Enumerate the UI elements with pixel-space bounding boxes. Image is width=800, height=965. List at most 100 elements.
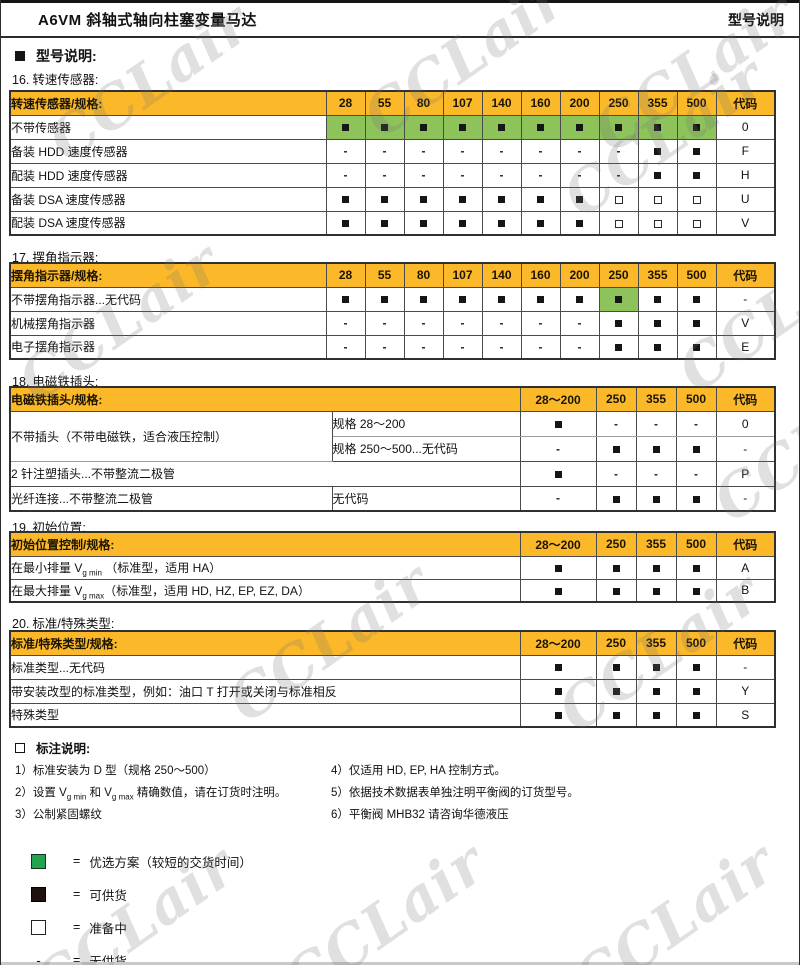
filled-square-icon bbox=[612, 564, 620, 572]
availability-cell bbox=[364, 186, 405, 212]
spec-table-16: 转速传感器/规格: 28 55 80 107 140 160 200 250 355 500 代码 不带… bbox=[9, 90, 776, 236]
filled-square-icon bbox=[654, 296, 661, 304]
filled-square-icon bbox=[692, 445, 700, 453]
availability-cell bbox=[595, 654, 637, 680]
code-cell: V bbox=[715, 310, 776, 336]
size-column-header: 355 bbox=[635, 386, 677, 412]
table-row: 在最小排量 Vg min （标准型，适用 HA） A bbox=[9, 555, 776, 580]
section-label: 20. 标准/特殊类型: bbox=[12, 613, 114, 632]
availability-cell bbox=[675, 555, 717, 580]
availability-cell bbox=[595, 555, 637, 580]
open-square-icon bbox=[15, 742, 25, 753]
filled-square-icon bbox=[459, 196, 466, 204]
availability-cell bbox=[595, 578, 637, 603]
size-column-header: 355 bbox=[635, 531, 677, 557]
availability-cell bbox=[637, 162, 678, 188]
filled-square-icon bbox=[612, 587, 620, 595]
filled-square-icon bbox=[459, 296, 466, 304]
filled-square-icon bbox=[381, 196, 388, 204]
dash-symbol: - bbox=[364, 334, 405, 360]
spec-table-17: 摆角指示器/规格: 28 55 80 107 140 160 200 250 355 500 代码 不带… bbox=[9, 262, 776, 360]
code-cell: Y bbox=[715, 678, 776, 704]
dash-symbol: - bbox=[598, 162, 639, 188]
page-type-label: 型号说明 bbox=[728, 11, 784, 28]
availability-cell bbox=[676, 210, 717, 236]
legend-row: = 可供货 bbox=[31, 886, 252, 903]
size-column-header: 250 bbox=[595, 630, 637, 656]
footnote: 4）仅适用 HD, EP, HA 控制方式。 bbox=[331, 765, 506, 777]
footnote: 6）平衡阀 MHB32 请咨询华德液压 bbox=[331, 809, 509, 821]
dash-symbol: - bbox=[519, 435, 597, 462]
dash-symbol: - bbox=[635, 410, 677, 437]
filled-square-icon bbox=[420, 220, 427, 228]
availability-cell bbox=[635, 485, 677, 512]
availability-cell bbox=[520, 186, 561, 212]
dash-symbol: - bbox=[481, 334, 522, 360]
dash-symbol: - bbox=[481, 138, 522, 164]
filled-square-icon bbox=[554, 688, 562, 696]
table-row: 机械摆角指示器 - - - - - - - V bbox=[9, 310, 776, 336]
watermark-text: CCLair bbox=[561, 828, 788, 965]
footnote: 1）标准安装为 D 型（规格 250～500） bbox=[15, 765, 216, 777]
availability-cell bbox=[325, 286, 366, 312]
table-header-label: 标准/特殊类型/规格: bbox=[9, 630, 521, 656]
filled-square-icon bbox=[612, 688, 620, 696]
availability-cell bbox=[598, 334, 639, 360]
table-header-label: 摆角指示器/规格: bbox=[9, 262, 327, 288]
size-column-header: 250 bbox=[598, 262, 639, 288]
size-column-header: 500 bbox=[675, 531, 717, 557]
availability-cell bbox=[559, 186, 600, 212]
filled-square-icon bbox=[537, 124, 544, 132]
filled-square-icon bbox=[381, 124, 388, 132]
row-label: 配装 DSA 速度传感器 bbox=[9, 210, 327, 236]
open-square-icon bbox=[614, 219, 623, 228]
watermark-text: CCLair bbox=[271, 828, 498, 965]
filled-square-icon bbox=[612, 712, 620, 720]
section-title: 标准/特殊类型: bbox=[32, 617, 115, 631]
legend-label: 准备中 bbox=[89, 921, 127, 936]
row-label: 在最小排量 Vg min （标准型，适用 HA） bbox=[9, 555, 521, 580]
table-row: 2 针注塑插头...不带整流二极管 - - - P bbox=[9, 460, 776, 487]
availability-cell bbox=[403, 114, 444, 140]
row-label: 配装 HDD 速度传感器 bbox=[9, 162, 327, 188]
table-header-row: 电磁铁插头/规格: 28～200 250 355 500 代码 bbox=[9, 386, 776, 412]
availability-cell bbox=[598, 286, 639, 312]
table-row: 配装 DSA 速度传感器 V bbox=[9, 210, 776, 236]
availability-cell bbox=[598, 210, 639, 236]
availability-cell bbox=[676, 310, 717, 336]
notes-column-left: 1）标准安装为 D 型（规格 250～500） 2）设置 Vg min 和 Vg … bbox=[15, 760, 286, 826]
dash-symbol: - bbox=[403, 162, 444, 188]
table-row: 不带摆角指示器...无代码 - bbox=[9, 286, 776, 312]
code-cell: - bbox=[715, 435, 776, 462]
code-cell: V bbox=[715, 210, 776, 236]
open-square-icon bbox=[653, 195, 662, 204]
legend-row: = 准备中 bbox=[31, 919, 252, 936]
filled-square-icon bbox=[554, 420, 562, 428]
filled-square-icon bbox=[554, 470, 562, 478]
availability-cell bbox=[519, 555, 597, 580]
filled-square-icon bbox=[693, 148, 700, 156]
size-column-header: 355 bbox=[637, 262, 678, 288]
green-square-icon bbox=[31, 853, 46, 869]
notes-heading: 标注说明: bbox=[15, 738, 90, 757]
availability-cell bbox=[442, 286, 483, 312]
size-column-header: 500 bbox=[676, 90, 717, 116]
section-title: 转速传感器: bbox=[32, 73, 99, 87]
page-bottom-edge bbox=[1, 962, 799, 965]
filled-square-icon bbox=[693, 172, 700, 180]
code-column-header: 代码 bbox=[715, 90, 776, 116]
table-row: 不带传感器 0 bbox=[9, 114, 776, 140]
table-header-row: 摆角指示器/规格: 28 55 80 107 140 160 200 250 355 500 代码 bbox=[9, 262, 776, 288]
table-row: 光纤连接...不带整流二极管 无代码 - - bbox=[9, 485, 776, 512]
filled-square-icon bbox=[459, 124, 466, 132]
filled-square-icon bbox=[652, 688, 660, 696]
filled-square-icon bbox=[459, 220, 466, 228]
dash-symbol: - bbox=[559, 162, 600, 188]
size-column-header: 28 bbox=[325, 262, 366, 288]
code-column-header: 代码 bbox=[715, 531, 776, 557]
filled-square-icon bbox=[692, 664, 700, 672]
availability-cell bbox=[635, 555, 677, 580]
dash-symbol: - bbox=[520, 138, 561, 164]
size-column-header: 140 bbox=[481, 262, 522, 288]
filled-square-icon bbox=[652, 445, 660, 453]
